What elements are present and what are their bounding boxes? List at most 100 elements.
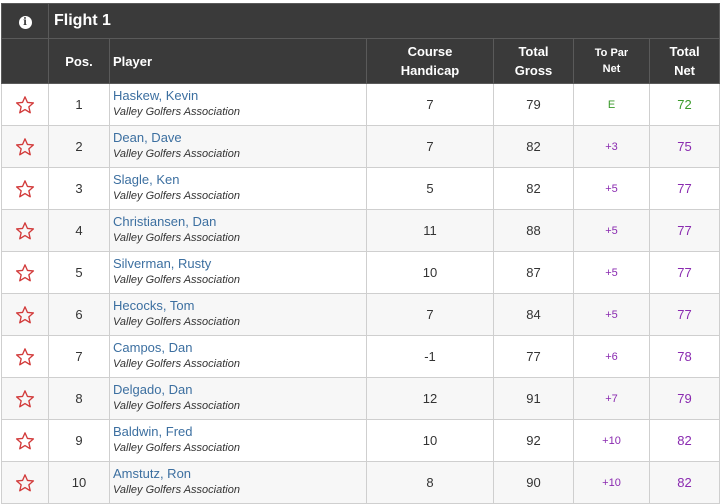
player-name-link[interactable]: Hecocks, Tom bbox=[113, 298, 195, 313]
total-gross-cell: 92 bbox=[493, 419, 574, 462]
player-association: Valley Golfers Association bbox=[113, 442, 240, 454]
player-cell: Amstutz, Ron Valley Golfers Association bbox=[109, 461, 367, 504]
leaderboard-panel: i Flight 1 Pos. Player Course Handicap T… bbox=[1, 3, 721, 504]
total-net-cell: 77 bbox=[648, 251, 721, 294]
favorite-cell[interactable] bbox=[1, 167, 49, 210]
player-cell: Dean, Dave Valley Golfers Association bbox=[109, 125, 367, 168]
favorite-cell[interactable] bbox=[1, 251, 49, 294]
player-name-link[interactable]: Dean, Dave bbox=[113, 130, 182, 145]
player-association: Valley Golfers Association bbox=[113, 484, 240, 496]
player-cell: Haskew, Kevin Valley Golfers Association bbox=[109, 83, 367, 126]
to-par-net-cell: +3 bbox=[573, 125, 650, 168]
table-row: 10 Amstutz, Ron Valley Golfers Associati… bbox=[1, 461, 721, 504]
total-gross-cell: 88 bbox=[493, 209, 574, 252]
player-name-link[interactable]: Christiansen, Dan bbox=[113, 214, 217, 229]
favorite-cell[interactable] bbox=[1, 377, 49, 420]
total-net-cell: 82 bbox=[648, 461, 721, 504]
table-row: 9 Baldwin, Fred Valley Golfers Associati… bbox=[1, 419, 721, 462]
course-handicap-cell: 8 bbox=[366, 461, 494, 504]
leaderboard-rows: 1 Haskew, Kevin Valley Golfers Associati… bbox=[1, 83, 721, 504]
pos-cell: 6 bbox=[48, 293, 110, 336]
player-association: Valley Golfers Association bbox=[113, 232, 240, 244]
total-net-cell: 78 bbox=[648, 335, 721, 378]
table-row: 3 Slagle, Ken Valley Golfers Association… bbox=[1, 167, 721, 210]
player-name-link[interactable]: Baldwin, Fred bbox=[113, 424, 193, 439]
player-column-header: Player bbox=[109, 38, 367, 84]
favorite-cell[interactable] bbox=[1, 293, 49, 336]
star-icon[interactable] bbox=[15, 473, 35, 493]
to-par-net-cell: +5 bbox=[573, 293, 650, 336]
to-par-net-cell: +5 bbox=[573, 209, 650, 252]
favorite-cell[interactable] bbox=[1, 125, 49, 168]
pos-cell: 10 bbox=[48, 461, 110, 504]
course-handicap-header-line2: Handicap bbox=[400, 63, 460, 78]
total-net-cell: 77 bbox=[648, 209, 721, 252]
star-icon[interactable] bbox=[15, 179, 35, 199]
pos-cell: 3 bbox=[48, 167, 110, 210]
player-name-link[interactable]: Amstutz, Ron bbox=[113, 466, 192, 481]
favorite-cell[interactable] bbox=[1, 461, 49, 504]
pos-cell: 7 bbox=[48, 335, 110, 378]
total-gross-column-header: Total Gross bbox=[493, 38, 574, 84]
player-name-link[interactable]: Slagle, Ken bbox=[113, 172, 180, 187]
favorite-cell[interactable] bbox=[1, 419, 49, 462]
favorite-cell[interactable] bbox=[1, 209, 49, 252]
player-association: Valley Golfers Association bbox=[113, 190, 240, 202]
star-icon[interactable] bbox=[15, 95, 35, 115]
table-row: 7 Campos, Dan Valley Golfers Association… bbox=[1, 335, 721, 378]
table-row: 2 Dean, Dave Valley Golfers Association … bbox=[1, 125, 721, 168]
course-handicap-cell: 10 bbox=[366, 419, 494, 462]
to-par-net-header-line1: To Par bbox=[594, 47, 629, 59]
favorite-column-header bbox=[1, 38, 49, 84]
pos-cell: 9 bbox=[48, 419, 110, 462]
course-handicap-cell: 7 bbox=[366, 83, 494, 126]
to-par-net-cell: +10 bbox=[573, 461, 650, 504]
favorite-cell[interactable] bbox=[1, 83, 49, 126]
info-cell[interactable]: i bbox=[1, 3, 49, 39]
star-icon[interactable] bbox=[15, 137, 35, 157]
star-icon[interactable] bbox=[15, 263, 35, 283]
star-icon[interactable] bbox=[15, 221, 35, 241]
player-association: Valley Golfers Association bbox=[113, 316, 240, 328]
to-par-net-cell: +7 bbox=[573, 377, 650, 420]
star-icon[interactable] bbox=[15, 347, 35, 367]
player-association: Valley Golfers Association bbox=[113, 400, 240, 412]
player-cell: Slagle, Ken Valley Golfers Association bbox=[109, 167, 367, 210]
star-icon[interactable] bbox=[15, 305, 35, 325]
course-handicap-cell: -1 bbox=[366, 335, 494, 378]
total-gross-cell: 77 bbox=[493, 335, 574, 378]
course-handicap-cell: 7 bbox=[366, 293, 494, 336]
to-par-net-cell: +6 bbox=[573, 335, 650, 378]
total-net-column-header: Total Net bbox=[648, 38, 721, 84]
player-association: Valley Golfers Association bbox=[113, 106, 240, 118]
total-net-cell: 77 bbox=[648, 293, 721, 336]
table-row: 6 Hecocks, Tom Valley Golfers Associatio… bbox=[1, 293, 721, 336]
player-name-link[interactable]: Haskew, Kevin bbox=[113, 88, 199, 103]
star-icon[interactable] bbox=[15, 431, 35, 451]
course-handicap-column-header: Course Handicap bbox=[366, 38, 494, 84]
pos-cell: 1 bbox=[48, 83, 110, 126]
total-gross-header-line2: Gross bbox=[514, 63, 553, 78]
player-name-link[interactable]: Delgado, Dan bbox=[113, 382, 193, 397]
total-net-cell: 79 bbox=[648, 377, 721, 420]
table-row: 1 Haskew, Kevin Valley Golfers Associati… bbox=[1, 83, 721, 126]
total-gross-cell: 84 bbox=[493, 293, 574, 336]
course-handicap-cell: 7 bbox=[366, 125, 494, 168]
star-icon[interactable] bbox=[15, 389, 35, 409]
to-par-net-column-header: To Par Net bbox=[573, 38, 650, 84]
player-cell: Silverman, Rusty Valley Golfers Associat… bbox=[109, 251, 367, 294]
player-name-link[interactable]: Campos, Dan bbox=[113, 340, 193, 355]
course-handicap-cell: 5 bbox=[366, 167, 494, 210]
player-cell: Delgado, Dan Valley Golfers Association bbox=[109, 377, 367, 420]
pos-column-header: Pos. bbox=[48, 38, 110, 84]
table-row: 4 Christiansen, Dan Valley Golfers Assoc… bbox=[1, 209, 721, 252]
player-cell: Hecocks, Tom Valley Golfers Association bbox=[109, 293, 367, 336]
to-par-net-cell: +10 bbox=[573, 419, 650, 462]
total-net-cell: 75 bbox=[648, 125, 721, 168]
flight-title: Flight 1 bbox=[47, 3, 721, 39]
info-icon[interactable]: i bbox=[18, 16, 32, 29]
player-cell: Baldwin, Fred Valley Golfers Association bbox=[109, 419, 367, 462]
player-name-link[interactable]: Silverman, Rusty bbox=[113, 256, 212, 271]
favorite-cell[interactable] bbox=[1, 335, 49, 378]
total-gross-cell: 82 bbox=[493, 167, 574, 210]
